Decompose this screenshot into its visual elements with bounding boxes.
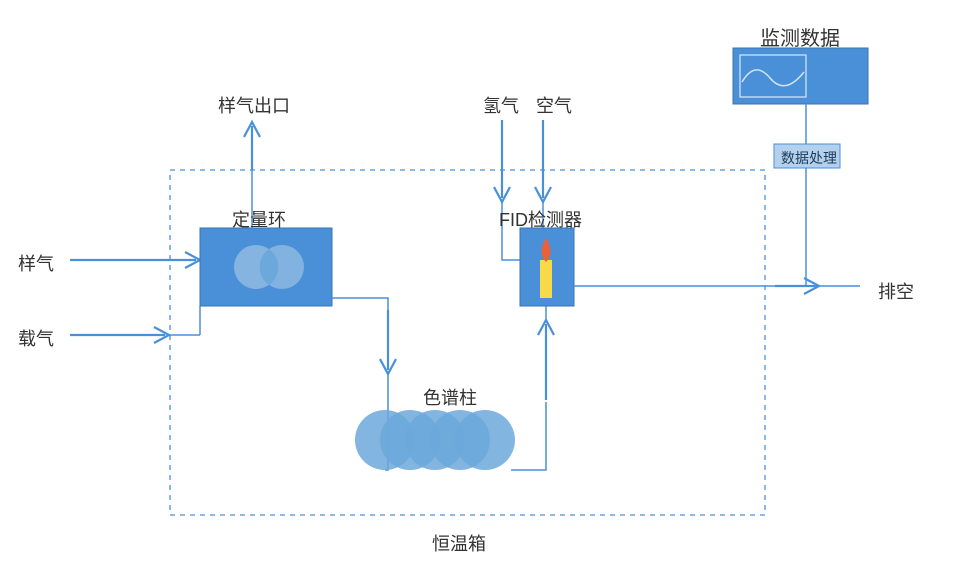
label-sample-out: 样气出口 bbox=[218, 92, 290, 118]
label-column: 色谱柱 bbox=[423, 384, 477, 410]
arrow-hydrogen bbox=[494, 120, 520, 260]
label-loop: 定量环 bbox=[232, 206, 286, 232]
diagram-canvas bbox=[0, 0, 953, 565]
column-coils bbox=[355, 410, 515, 470]
arrow-sample-in bbox=[70, 252, 200, 268]
label-hydrogen: 氢气 bbox=[483, 92, 519, 118]
flame-body bbox=[540, 260, 552, 298]
label-oven: 恒温箱 bbox=[432, 530, 486, 556]
arrow-fid-exhaust bbox=[574, 278, 860, 294]
label-exhaust: 排空 bbox=[878, 278, 914, 304]
arrow-column-to-fid bbox=[511, 306, 554, 470]
label-monitor-title: 监测数据 bbox=[760, 22, 840, 51]
label-dataproc: 数据处理 bbox=[781, 148, 837, 168]
arrow-carrier-in bbox=[70, 306, 200, 343]
label-carrier-gas: 载气 bbox=[18, 325, 54, 351]
label-air: 空气 bbox=[536, 92, 572, 118]
label-sample-gas: 样气 bbox=[18, 250, 54, 276]
label-fid: FID检测器 bbox=[499, 206, 582, 232]
